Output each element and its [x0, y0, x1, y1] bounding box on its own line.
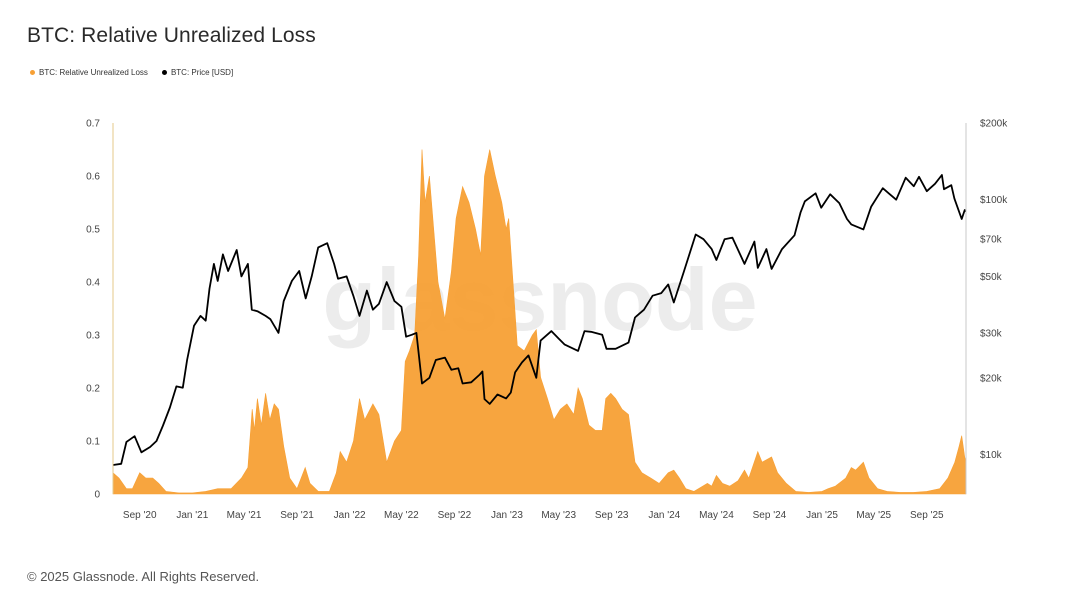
x-tick-label: May '23: [541, 510, 576, 521]
x-tick-label: May '24: [699, 510, 734, 521]
y-left-tick-label: 0.2: [86, 384, 100, 395]
legend-swatch-black: [161, 70, 167, 75]
x-tick-label: Sep '22: [438, 510, 472, 521]
x-tick-label: Sep '20: [123, 510, 157, 521]
y-right-tick-label: $10k: [980, 450, 1003, 461]
y-right-tick-label: $70k: [980, 235, 1003, 246]
x-tick-label: Jan '23: [491, 510, 523, 521]
legend-item-relative-unrealized-loss[interactable]: BTC: Relative Unrealized Loss: [30, 68, 148, 77]
legend-label: BTC: Relative Unrealized Loss: [39, 68, 148, 77]
x-tick-label: Jan '21: [176, 510, 208, 521]
copyright-footer: © 2025 Glassnode. All Rights Reserved.: [27, 569, 260, 584]
relative-unrealized-loss-area: [112, 149, 967, 495]
chart-title: BTC: Relative Unrealized Loss: [27, 24, 316, 47]
y-right-tick-label: $200k: [980, 119, 1008, 130]
y-left-tick-label: 0.5: [86, 225, 100, 236]
x-tick-label: Sep '25: [910, 510, 944, 521]
x-tick-label: Sep '21: [280, 510, 314, 521]
btc-price-line: [112, 174, 967, 466]
chart-legend: BTC: Relative Unrealized Loss BTC: Price…: [30, 68, 233, 77]
axes-layer: 0 0.1 0.2 0.3 0.4 0.5 0.6 0.7 $10k $20k $30k $50k $7…: [86, 119, 1008, 522]
watermark-text: glassnode: [322, 250, 757, 349]
y-left-tick-label: 0.6: [86, 172, 100, 183]
y-right-tick-label: $100k: [980, 195, 1008, 206]
x-tick-label: Sep '23: [595, 510, 629, 521]
price-line-layer: [112, 174, 967, 466]
x-tick-label: May '25: [856, 510, 891, 521]
x-tick-label: Sep '24: [753, 510, 787, 521]
loss-area-layer: [112, 149, 967, 495]
legend-label: BTC: Price [USD]: [170, 68, 234, 77]
y-left-tick-label: 0.1: [86, 437, 100, 448]
y-right-tick-label: $50k: [980, 272, 1003, 283]
legend-swatch-orange: [30, 70, 35, 75]
y-right-tick-label: $30k: [980, 328, 1003, 339]
x-tick-label: Jan '24: [648, 510, 680, 521]
x-tick-label: Jan '22: [334, 510, 366, 521]
x-tick-label: May '21: [227, 510, 262, 521]
x-tick-label: May '22: [384, 510, 419, 521]
y-left-tick-label: 0.4: [86, 278, 100, 289]
x-tick-label: Jan '25: [806, 510, 838, 521]
y-left-tick-label: 0.7: [86, 119, 100, 130]
legend-item-price[interactable]: BTC: Price [USD]: [161, 68, 234, 77]
y-left-tick-label: 0: [94, 490, 100, 501]
y-left-tick-label: 0.3: [86, 331, 100, 342]
y-right-tick-label: $20k: [980, 373, 1003, 384]
